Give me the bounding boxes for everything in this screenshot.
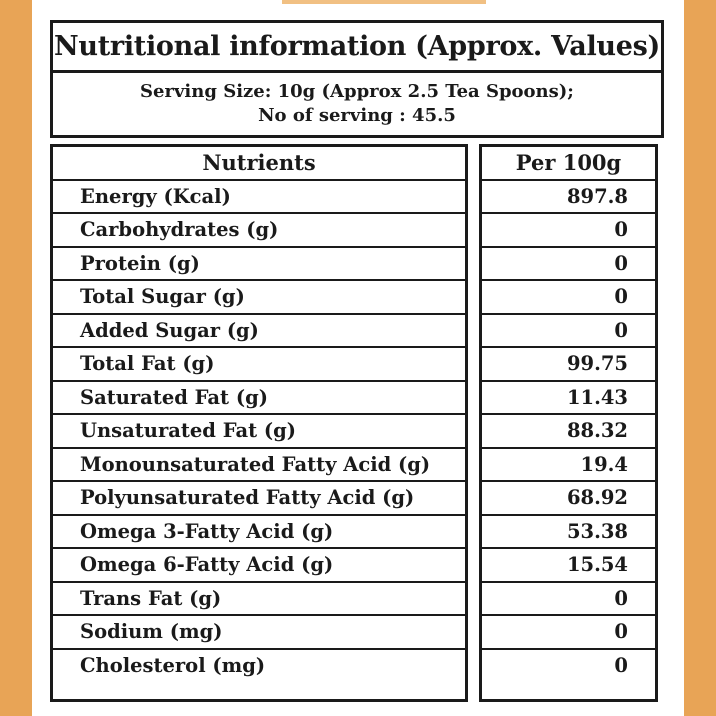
nutrient-name: Carbohydrates (g)	[53, 214, 465, 248]
nutrient-name: Protein (g)	[53, 248, 465, 281]
nutrient-name: Total Fat (g)	[53, 348, 465, 382]
top-decorative-strip	[282, 0, 486, 4]
servings-count-text: No of serving : 45.5	[258, 105, 456, 126]
nutrient-value: 99.75	[482, 348, 655, 382]
nutrient-value: 0	[482, 248, 655, 281]
nutrient-name: Polyunsaturated Fatty Acid (g)	[53, 482, 465, 516]
nutrient-value: 11.43	[482, 382, 655, 415]
nutrient-name: Unsaturated Fat (g)	[53, 415, 465, 449]
nutrient-name: Energy (Kcal)	[53, 181, 465, 214]
label-title: Nutritional information (Approx. Values)	[53, 23, 661, 73]
nutrient-value: 15.54	[482, 549, 655, 583]
per-100g-header: Per 100g	[482, 147, 655, 181]
nutrient-name: Cholesterol (mg)	[80, 653, 266, 677]
nutrient-name: Omega 3-Fatty Acid (g)	[53, 516, 465, 549]
nutrient-value: 0	[482, 315, 655, 348]
nutrient-name: Added Sugar (g)	[53, 315, 465, 348]
nutrition-label: Nutritional information (Approx. Values)…	[32, 0, 684, 716]
nutrient-value: 0	[482, 583, 655, 616]
nutrient-value: 0	[614, 653, 628, 677]
nutrient-name: Saturated Fat (g)	[53, 382, 465, 415]
nutrient-name: Monounsaturated Fatty Acid (g)	[53, 449, 465, 482]
nutrient-value: 0	[482, 214, 655, 248]
nutrient-name: Sodium (mg)	[53, 616, 465, 650]
nutrient-value: 19.4	[482, 449, 655, 482]
nutrient-value: 88.32	[482, 415, 655, 449]
nutrient-name: Total Sugar (g)	[53, 281, 465, 315]
nutrient-value: 897.8	[482, 181, 655, 214]
values-column: Per 100g 897.8 0 0 0 0 99.75 11.43 88.32…	[479, 144, 658, 702]
serving-size-text: Serving Size: 10g (Approx 2.5 Tea Spoons…	[140, 81, 574, 102]
nutrient-name: Omega 6-Fatty Acid (g)	[53, 549, 465, 583]
serving-info: Serving Size: 10g (Approx 2.5 Tea Spoons…	[53, 73, 661, 135]
nutrient-name: Trans Fat (g)	[53, 583, 465, 616]
nutrient-value: 0	[482, 616, 655, 650]
nutrient-value: 0	[482, 281, 655, 315]
nutrient-value: 68.92	[482, 482, 655, 516]
label-header: Nutritional information (Approx. Values)…	[50, 20, 664, 138]
nutrient-value: 53.38	[482, 516, 655, 549]
nutrients-header: Nutrients	[53, 147, 465, 181]
nutrients-column: Nutrients Energy (Kcal) Carbohydrates (g…	[50, 144, 468, 702]
